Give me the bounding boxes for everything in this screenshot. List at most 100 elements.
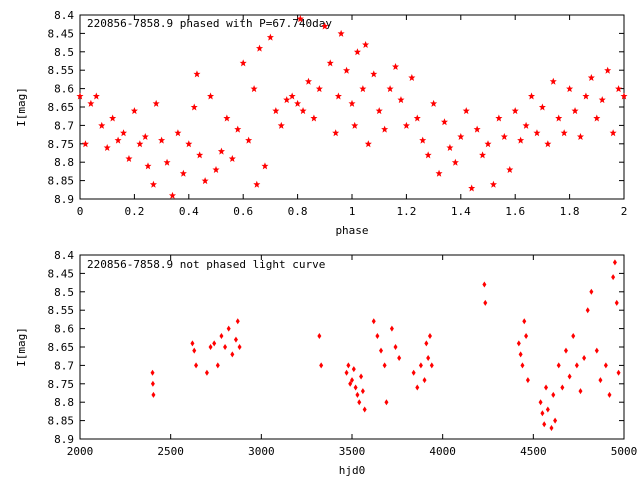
- data-point: [479, 151, 487, 159]
- data-point: [207, 92, 215, 100]
- y-tick-label: 8.75: [48, 138, 75, 151]
- data-point: [598, 96, 606, 104]
- data-point: [103, 143, 111, 151]
- data-point: [371, 318, 376, 325]
- data-point: [212, 166, 220, 174]
- data-point: [299, 107, 307, 115]
- unphased-light-curve-panel: 220856-7858.9 not phased light curve hjd…: [15, 249, 637, 477]
- data-point: [418, 362, 423, 369]
- data-point: [538, 103, 546, 111]
- data-point: [109, 114, 117, 122]
- data-point: [540, 410, 545, 417]
- data-point: [272, 107, 280, 115]
- data-point: [344, 369, 349, 376]
- data-point: [392, 63, 400, 71]
- data-point: [384, 399, 389, 406]
- data-point: [551, 391, 556, 398]
- data-point: [283, 96, 291, 104]
- data-point: [81, 140, 89, 148]
- data-point: [348, 380, 353, 387]
- data-point: [582, 92, 590, 100]
- data-point: [429, 362, 434, 369]
- data-point: [544, 384, 549, 391]
- data-point: [266, 33, 274, 41]
- data-point: [332, 129, 340, 137]
- data-point: [253, 180, 261, 188]
- x-tick-label: 1.6: [505, 205, 525, 218]
- data-point: [563, 347, 568, 354]
- y-tick-label: 8.5: [54, 286, 74, 299]
- data-point: [483, 299, 488, 306]
- x-tick-label: 0.4: [179, 205, 199, 218]
- data-point: [582, 355, 587, 362]
- data-point: [495, 114, 503, 122]
- data-point: [482, 281, 487, 288]
- data-point: [598, 377, 603, 384]
- data-point: [593, 114, 601, 122]
- data-point: [549, 77, 557, 85]
- y-tick-label: 8.55: [48, 304, 75, 317]
- data-point: [440, 118, 448, 126]
- y-tick-label: 8.8: [54, 396, 74, 409]
- data-point: [362, 406, 367, 413]
- data-point: [150, 369, 155, 376]
- data-point: [208, 344, 213, 350]
- data-point: [511, 107, 519, 115]
- data-point: [239, 59, 247, 67]
- data-points: [76, 15, 628, 199]
- data-point: [560, 129, 568, 137]
- data-point: [370, 70, 378, 78]
- data-point: [343, 66, 351, 74]
- data-point: [397, 355, 402, 362]
- axis-ticks: 2000 2500 3000 3500 4000 4500 5000 8.4 8.45 8.5 8.…: [48, 249, 638, 458]
- data-point: [353, 48, 361, 56]
- data-point: [517, 136, 525, 144]
- data-point: [174, 129, 182, 137]
- y-axis-label: I[mag]: [15, 87, 28, 127]
- data-point: [204, 369, 209, 376]
- y-tick-label: 8.85: [48, 415, 75, 428]
- data-point: [585, 307, 590, 314]
- data-point: [424, 340, 429, 347]
- y-tick-label: 8.6: [54, 323, 74, 336]
- data-point: [446, 143, 454, 151]
- data-point: [427, 332, 432, 339]
- data-point: [219, 332, 224, 339]
- data-point: [362, 40, 370, 48]
- y-tick-label: 8.9: [54, 433, 74, 446]
- x-tick-label: 3000: [248, 445, 275, 458]
- data-point: [98, 121, 106, 129]
- y-tick-label: 8.45: [48, 267, 75, 280]
- data-point: [163, 158, 171, 166]
- data-point: [237, 344, 242, 350]
- data-point: [379, 347, 384, 354]
- data-point: [571, 332, 576, 339]
- y-tick-label: 8.7: [54, 359, 74, 372]
- data-point: [250, 85, 258, 93]
- data-point: [604, 66, 612, 74]
- data-point: [422, 377, 427, 384]
- data-point: [576, 132, 584, 140]
- axis-ticks: 0 0.2 0.4 0.6 0.8 1 1.2 1.4 1.6 1.8 2 8.4 8.45 8.5 8.5…: [48, 9, 628, 218]
- data-point: [212, 340, 217, 347]
- x-tick-label: 0.2: [124, 205, 144, 218]
- data-point: [334, 92, 342, 100]
- data-point: [364, 140, 372, 148]
- data-point: [528, 92, 536, 100]
- data-point: [360, 388, 365, 395]
- data-point: [616, 369, 621, 376]
- data-point: [185, 140, 193, 148]
- data-point: [125, 155, 133, 163]
- data-point: [611, 274, 616, 281]
- data-point: [152, 99, 160, 107]
- data-point: [430, 99, 438, 107]
- x-tick-label: 1.2: [396, 205, 416, 218]
- data-point: [533, 129, 541, 137]
- chart-title: 220856-7858.9 phased with P=67.740day: [87, 17, 332, 30]
- data-point: [518, 351, 523, 358]
- y-tick-label: 8.4: [54, 249, 74, 262]
- y-tick-label: 8.75: [48, 378, 75, 391]
- data-point: [386, 85, 394, 93]
- data-point: [196, 151, 204, 159]
- data-point: [304, 77, 312, 85]
